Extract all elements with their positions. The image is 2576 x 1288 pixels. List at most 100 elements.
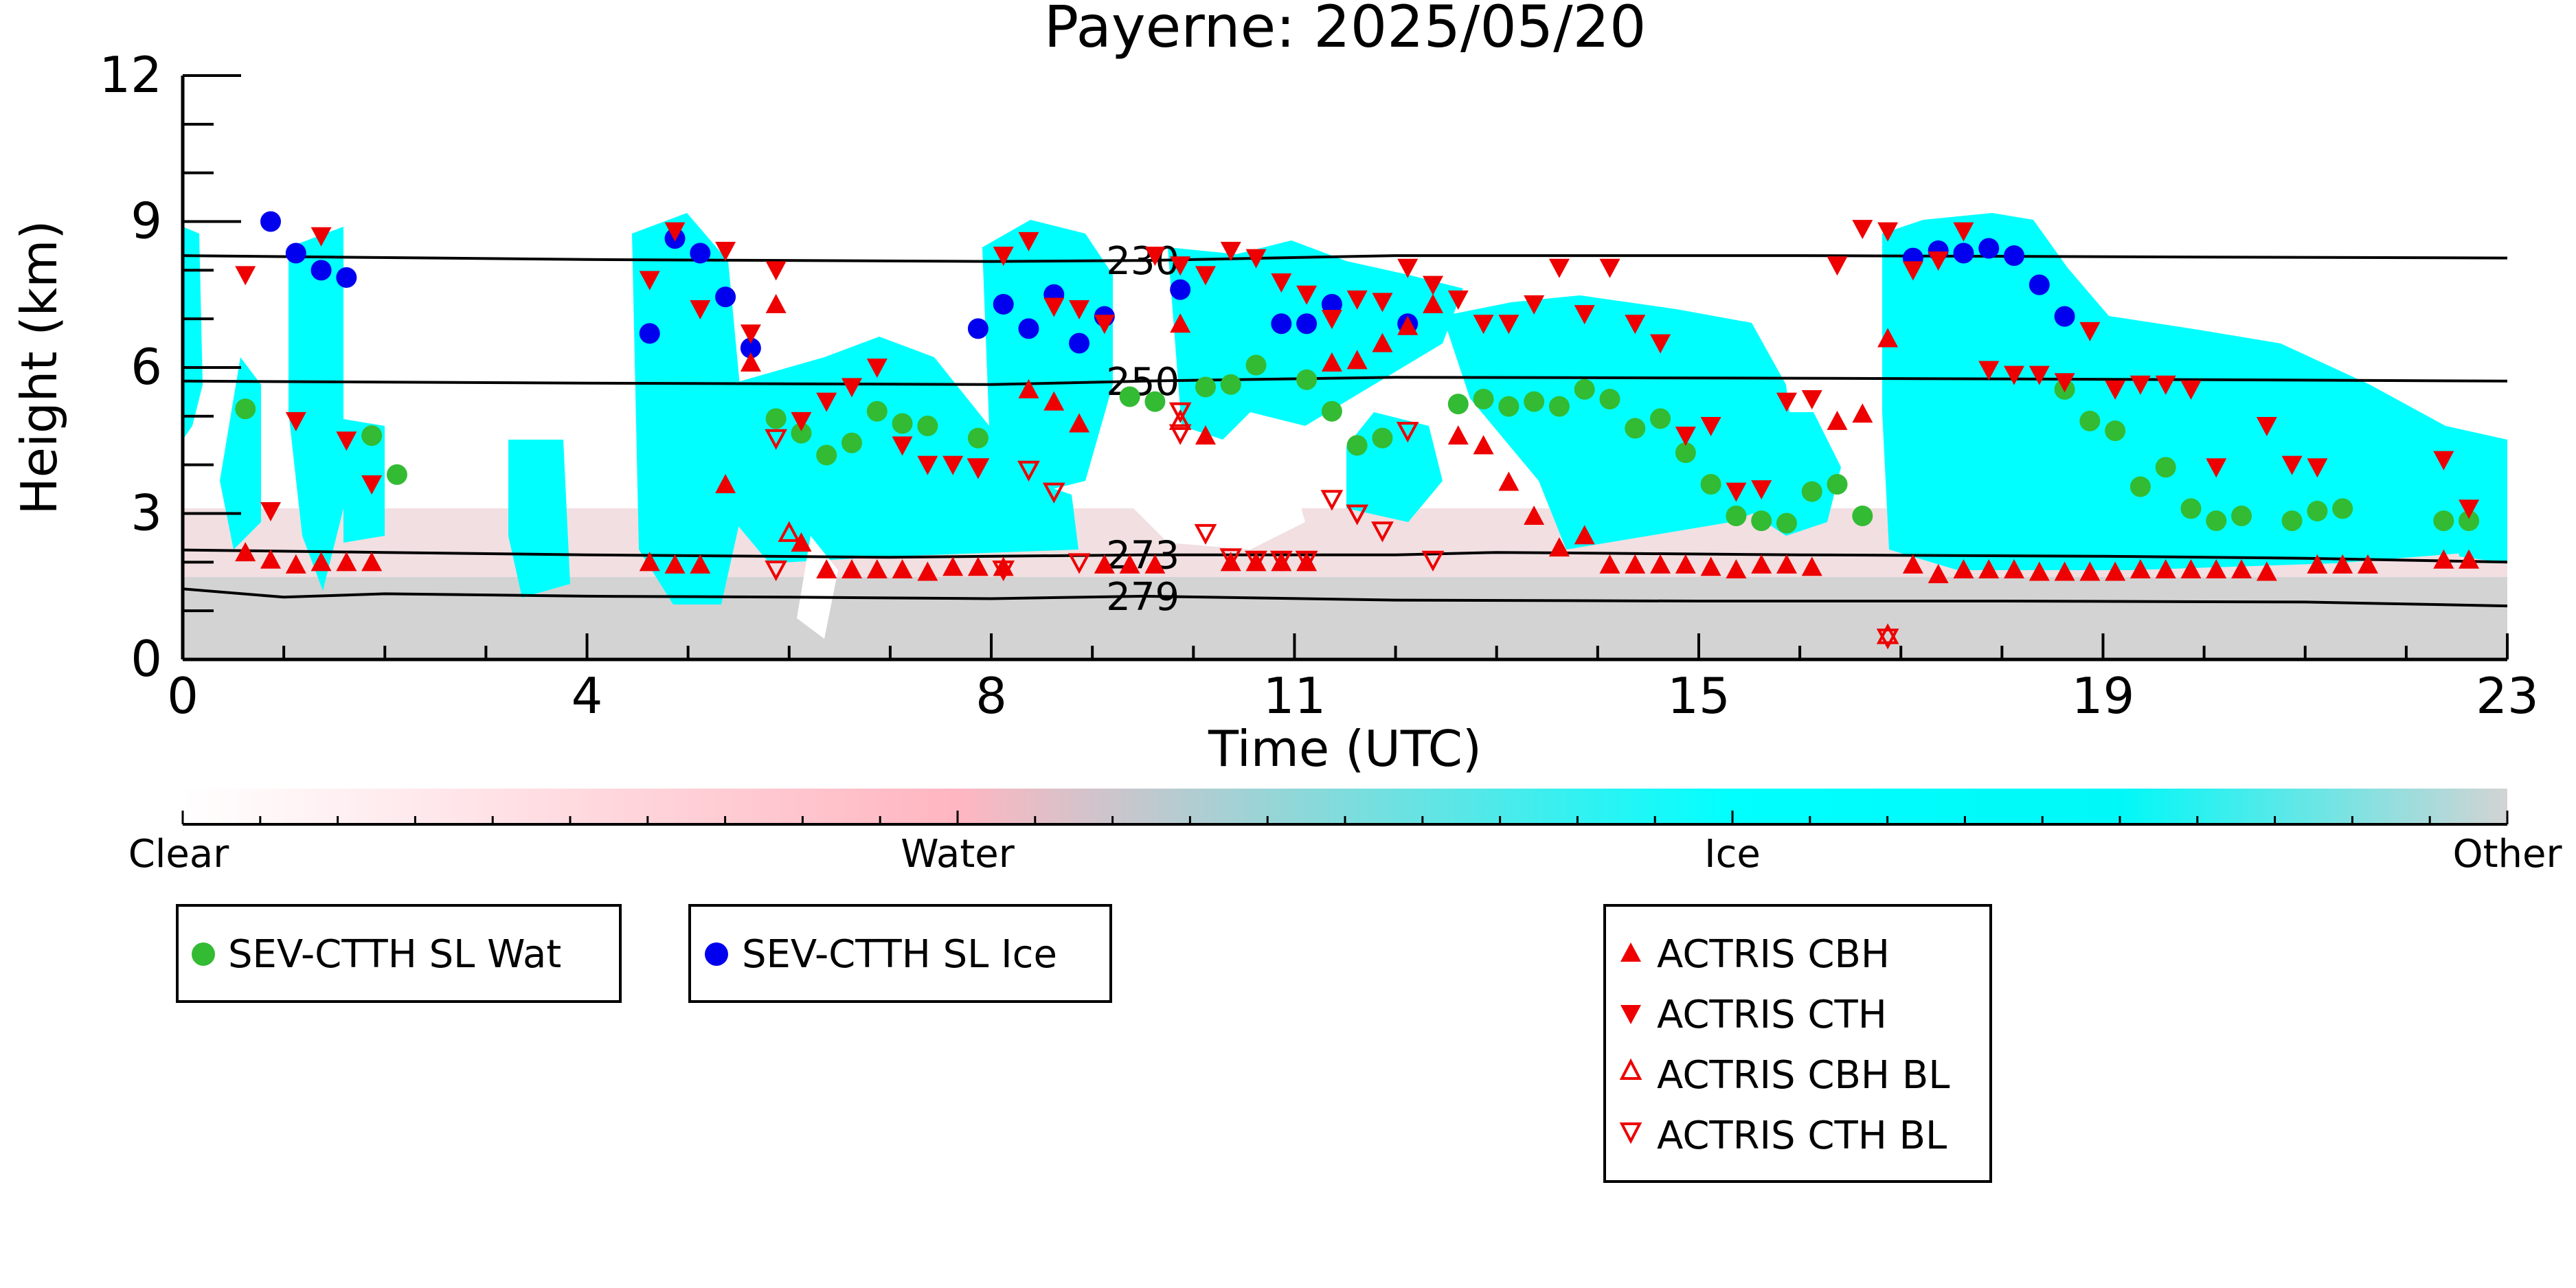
other-layer [183, 577, 2507, 659]
point-actris-cbh [1321, 352, 1342, 372]
point-sev-wat [1296, 369, 1318, 390]
isotherm-label: 250 [1106, 360, 1179, 405]
point-actris-cth [967, 458, 988, 478]
point-actris-cth-bl [1295, 550, 1318, 572]
ice-region [632, 213, 749, 605]
point-sev-wat [1827, 474, 1848, 495]
point-actris-cbh [2054, 561, 2075, 581]
point-actris-cth [1625, 315, 1646, 335]
legend-box [688, 904, 1112, 1003]
data-markers [235, 211, 2480, 650]
point-sev-wat [1599, 389, 1620, 410]
point-sev-ice [260, 211, 282, 232]
point-sev-wat [2281, 510, 2303, 532]
point-sev-wat [967, 427, 988, 449]
point-actris-cbh [1069, 413, 1090, 433]
legend-box [176, 904, 622, 1003]
point-actris-cth [1220, 242, 1241, 261]
point-actris-cbh [1928, 564, 1949, 584]
point-actris-cth [1043, 297, 1065, 317]
point-actris-cbh [2459, 549, 2480, 569]
point-sev-ice [1069, 332, 1090, 354]
point-actris-cbh [336, 552, 357, 572]
y-axis-ticks: 0 3 6 9 12 [99, 46, 241, 688]
point-actris-cth [1397, 258, 1419, 278]
classification-field [183, 213, 2507, 659]
isotherm-line [183, 254, 2507, 263]
point-actris-cth-bl [967, 458, 990, 479]
colorbar-label-clear: Clear [128, 832, 229, 877]
point-sev-ice [2029, 274, 2050, 295]
point-actris-cbh [1548, 537, 1570, 557]
point-actris-cbh [1852, 403, 1873, 423]
legend-sev-wat: SEV-CTTH SL Wat [176, 904, 622, 1003]
point-sev-wat [1852, 506, 1873, 527]
x-tick-label: 15 [1667, 667, 1730, 725]
point-actris-cbh [1195, 425, 1216, 445]
point-actris-cbh-bl [1168, 409, 1192, 430]
point-actris-cbh [1953, 558, 1974, 578]
point-actris-cth [2155, 375, 2176, 395]
point-actris-cbh [1524, 506, 1545, 526]
point-sev-ice [2054, 306, 2075, 327]
legend-marker-cth-bl [1619, 1122, 1642, 1144]
point-actris-cbh [942, 556, 964, 576]
point-sev-wat [1447, 394, 1469, 415]
legend-box [1603, 904, 1992, 1183]
point-actris-cth-bl [1017, 460, 1040, 482]
point-actris-cbh [1625, 554, 1646, 574]
legend-label-cth: ACTRIS CTH [1657, 993, 1887, 1037]
point-actris-cth [664, 222, 686, 242]
colorbar-label-water: Water [901, 832, 1015, 877]
point-actris-cth [2004, 365, 2025, 385]
point-actris-cth [1069, 300, 1090, 319]
clear-gap [1133, 426, 1305, 550]
point-actris-cth [1902, 261, 1923, 281]
legend-label-sev-wat: SEV-CTTH SL Wat [228, 932, 561, 977]
point-actris-cth [892, 436, 913, 456]
point-actris-cth [942, 455, 964, 475]
point-actris-cth [1372, 293, 1393, 313]
y-axis-label: Height (km) [10, 221, 68, 515]
point-actris-cth [1928, 251, 1949, 271]
point-actris-cth [1018, 231, 1039, 251]
point-sev-ice [740, 337, 761, 359]
chart-title: Payerne: 2025/05/20 [1044, 0, 1647, 60]
legend-sev-ice: SEV-CTTH SL Ice [688, 904, 1112, 1003]
point-actris-cth-bl [1396, 422, 1419, 443]
point-actris-cth [1776, 392, 1797, 412]
point-sev-wat [866, 400, 888, 422]
point-actris-cbh [1473, 435, 1494, 455]
point-actris-cbh [2155, 558, 2176, 578]
legend-label-cth-bl: ACTRIS CTH BL [1657, 1114, 1947, 1158]
point-actris-cth [1852, 220, 1873, 240]
point-actris-cth [1953, 222, 1974, 242]
point-sev-ice [1296, 313, 1318, 335]
point-actris-cbh [2206, 558, 2227, 578]
point-actris-cth [841, 378, 863, 398]
point-actris-cth [1423, 275, 1444, 295]
point-sev-wat [1220, 374, 1241, 395]
point-actris-cth-bl [1421, 550, 1445, 572]
x-tick-label: 11 [1263, 667, 1326, 725]
point-actris-cth [1170, 256, 1191, 276]
point-actris-cth [2256, 417, 2277, 436]
legend-label-sev-ice: SEV-CTTH SL Ice [742, 932, 1057, 977]
point-actris-cth-bl [1194, 523, 1217, 545]
point-actris-cbh [1271, 552, 1292, 572]
point-actris-cbh [715, 474, 736, 493]
point-sev-ice [690, 242, 711, 264]
point-actris-cth [1801, 390, 1822, 410]
y-tick-label: 3 [131, 484, 162, 542]
ice-region [343, 419, 385, 543]
point-sev-wat [1245, 354, 1267, 376]
colorbar-label-ice: Ice [1704, 832, 1761, 877]
point-sev-wat [1524, 391, 1545, 412]
point-actris-cth [2054, 373, 2075, 393]
point-actris-cth [1751, 480, 1772, 500]
point-sev-wat [2433, 510, 2454, 532]
point-actris-cth [2459, 499, 2480, 519]
point-actris-cbh [917, 561, 938, 581]
